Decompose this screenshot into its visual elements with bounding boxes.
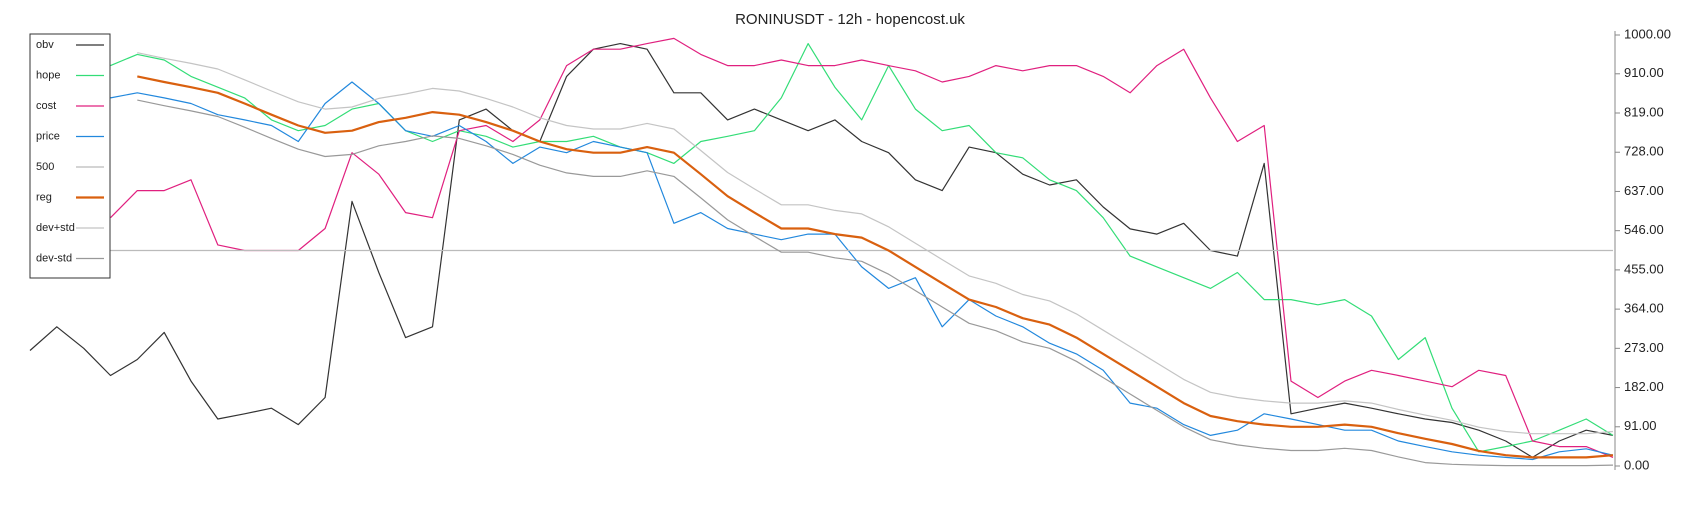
y-tick-label: 455.00 [1624, 261, 1664, 276]
legend-label: dev-std [36, 252, 72, 264]
legend-label: price [36, 130, 60, 142]
y-tick-label: 637.00 [1624, 183, 1664, 198]
legend-label: obv [36, 39, 54, 51]
legend-label: hope [36, 69, 60, 81]
y-tick-label: 0.00 [1624, 457, 1649, 472]
y-tick-label: 910.00 [1624, 65, 1664, 80]
y-tick-label: 546.00 [1624, 222, 1664, 237]
y-tick-label: 91.00 [1624, 418, 1657, 433]
chart-title: RONINUSDT - 12h - hopencost.uk [735, 11, 965, 28]
series-line [137, 99, 1614, 467]
y-tick-label: 273.00 [1624, 340, 1664, 355]
y-tick-label: 364.00 [1624, 301, 1664, 316]
series-line [110, 43, 1614, 453]
legend-box [29, 33, 111, 279]
y-tick-label: 728.00 [1624, 144, 1664, 159]
series-line [137, 52, 1614, 435]
y-tick-label: 819.00 [1624, 104, 1664, 119]
series-line [110, 37, 1614, 458]
legend-label: reg [36, 191, 52, 203]
series-line [137, 75, 1614, 459]
series-line [29, 43, 1614, 458]
legend-label: 500 [36, 161, 54, 173]
series-line [110, 81, 1614, 461]
legend-label: cost [36, 100, 56, 112]
y-tick-label: 182.00 [1624, 379, 1664, 394]
legend-label: dev+std [36, 222, 75, 234]
y-tick-label: 1000.00 [1624, 26, 1671, 41]
